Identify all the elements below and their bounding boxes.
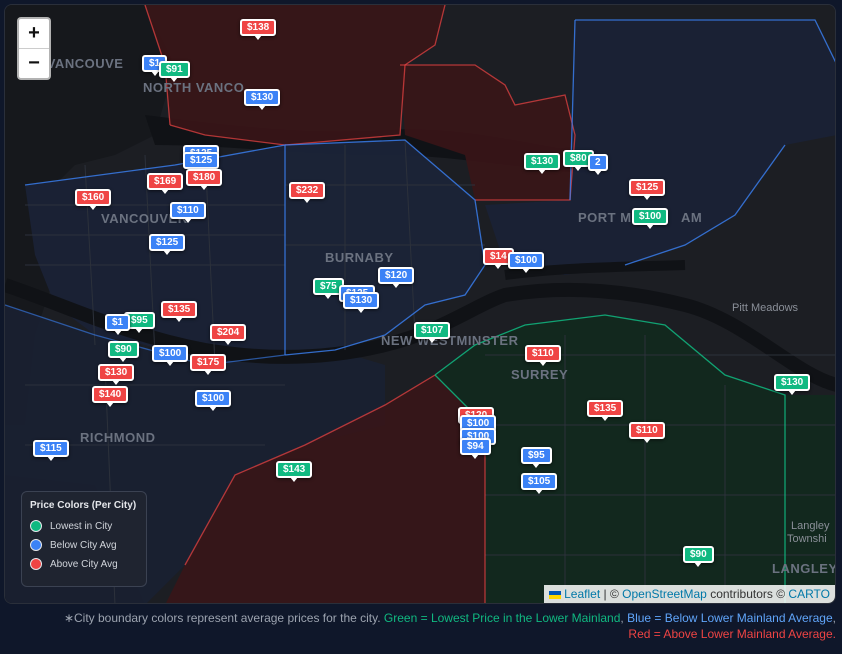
price-marker-red[interactable]: $135	[587, 400, 624, 421]
attribution-contributors: contributors ©	[710, 587, 786, 601]
price-marker-blue[interactable]: $94	[460, 438, 491, 459]
price-marker-green[interactable]: $90	[683, 546, 714, 567]
blue-dot-icon	[30, 539, 42, 551]
price-marker-green[interactable]: $100	[632, 208, 669, 229]
price-marker-blue[interactable]: $125	[183, 152, 220, 173]
price-marker-green[interactable]: $143	[276, 461, 313, 482]
price-marker-blue[interactable]: $100	[152, 345, 189, 366]
price-marker-blue[interactable]: $120	[378, 267, 415, 288]
footnote-comma: ,	[620, 611, 624, 625]
price-marker-blue[interactable]: $130	[244, 89, 281, 110]
legend-item-lowest: Lowest in City	[30, 520, 138, 532]
openstreetmap-link[interactable]: OpenStreetMap	[622, 587, 707, 601]
price-marker-blue[interactable]: $95	[521, 447, 552, 468]
price-legend: Price Colors (Per City) Lowest in City B…	[21, 491, 147, 587]
price-marker-blue[interactable]: $115	[33, 440, 69, 461]
price-marker-red[interactable]: $160	[75, 189, 112, 210]
legend-label: Below City Avg	[50, 539, 117, 551]
attribution-separator: | ©	[603, 587, 619, 601]
leaflet-link[interactable]: Leaflet	[564, 587, 601, 601]
price-marker-green[interactable]: $130	[774, 374, 811, 395]
footnote: ∗City boundary colors represent average …	[16, 610, 836, 642]
price-marker-red[interactable]: $110	[525, 345, 561, 366]
red-dot-icon	[30, 558, 42, 570]
price-marker-red[interactable]: $180	[186, 169, 223, 190]
legend-title: Price Colors (Per City)	[30, 500, 137, 511]
legend-item-above: Above City Avg	[30, 558, 138, 570]
price-marker-blue[interactable]: $125	[149, 234, 186, 255]
zoom-in-button[interactable]: +	[28, 22, 40, 44]
price-marker-red[interactable]: $232	[289, 182, 326, 203]
footnote-comma: ,	[832, 611, 836, 625]
price-marker-red[interactable]: $175	[190, 354, 227, 375]
price-marker-red[interactable]: $130	[98, 364, 135, 385]
carto-link[interactable]: CARTO	[788, 587, 830, 601]
price-map[interactable]: ST VANCOUVE NORTH VANCO VANCOUVER BURNAB…	[4, 4, 836, 604]
price-marker-green[interactable]: $95	[124, 312, 155, 333]
price-marker-blue[interactable]: 2	[588, 154, 608, 175]
ukraine-flag-icon	[549, 591, 562, 599]
price-marker-blue[interactable]: $1	[105, 314, 131, 335]
zoom-control: + −	[17, 17, 51, 80]
green-dot-icon	[30, 520, 42, 532]
price-marker-blue[interactable]: $110	[170, 202, 206, 223]
price-marker-red[interactable]: $169	[147, 173, 184, 194]
legend-item-below: Below City Avg	[30, 539, 138, 551]
price-marker-green[interactable]: $80	[563, 150, 594, 171]
price-marker-red[interactable]: $135	[161, 301, 198, 322]
price-marker-blue[interactable]: $100	[508, 252, 545, 273]
price-marker-green[interactable]: $91	[159, 61, 190, 82]
price-marker-red[interactable]: $138	[240, 19, 277, 40]
price-marker-red[interactable]: $125	[629, 179, 666, 200]
footnote-red: Red = Above Lower Mainland Average.	[628, 627, 836, 641]
price-marker-green[interactable]: $107	[414, 322, 451, 343]
legend-label: Lowest in City	[50, 520, 113, 532]
price-marker-red[interactable]: $140	[92, 386, 129, 407]
zoom-out-button[interactable]: −	[19, 48, 49, 78]
price-marker-blue[interactable]: $130	[343, 292, 380, 313]
price-marker-blue[interactable]: $105	[521, 473, 558, 494]
price-marker-red[interactable]: $110	[629, 422, 665, 443]
price-marker-blue[interactable]: $100	[195, 390, 232, 411]
price-marker-green[interactable]: $90	[108, 341, 139, 362]
footnote-blue: Blue = Below Lower Mainland Average	[627, 611, 833, 625]
legend-label: Above City Avg	[50, 558, 118, 570]
footnote-lead: ∗City boundary colors represent average …	[63, 611, 381, 625]
map-attribution: Leaflet | © OpenStreetMap contributors ©…	[544, 585, 835, 603]
price-marker-green[interactable]: $130	[524, 153, 561, 174]
price-marker-red[interactable]: $204	[210, 324, 247, 345]
footnote-green: Green = Lowest Price in the Lower Mainla…	[383, 611, 621, 625]
